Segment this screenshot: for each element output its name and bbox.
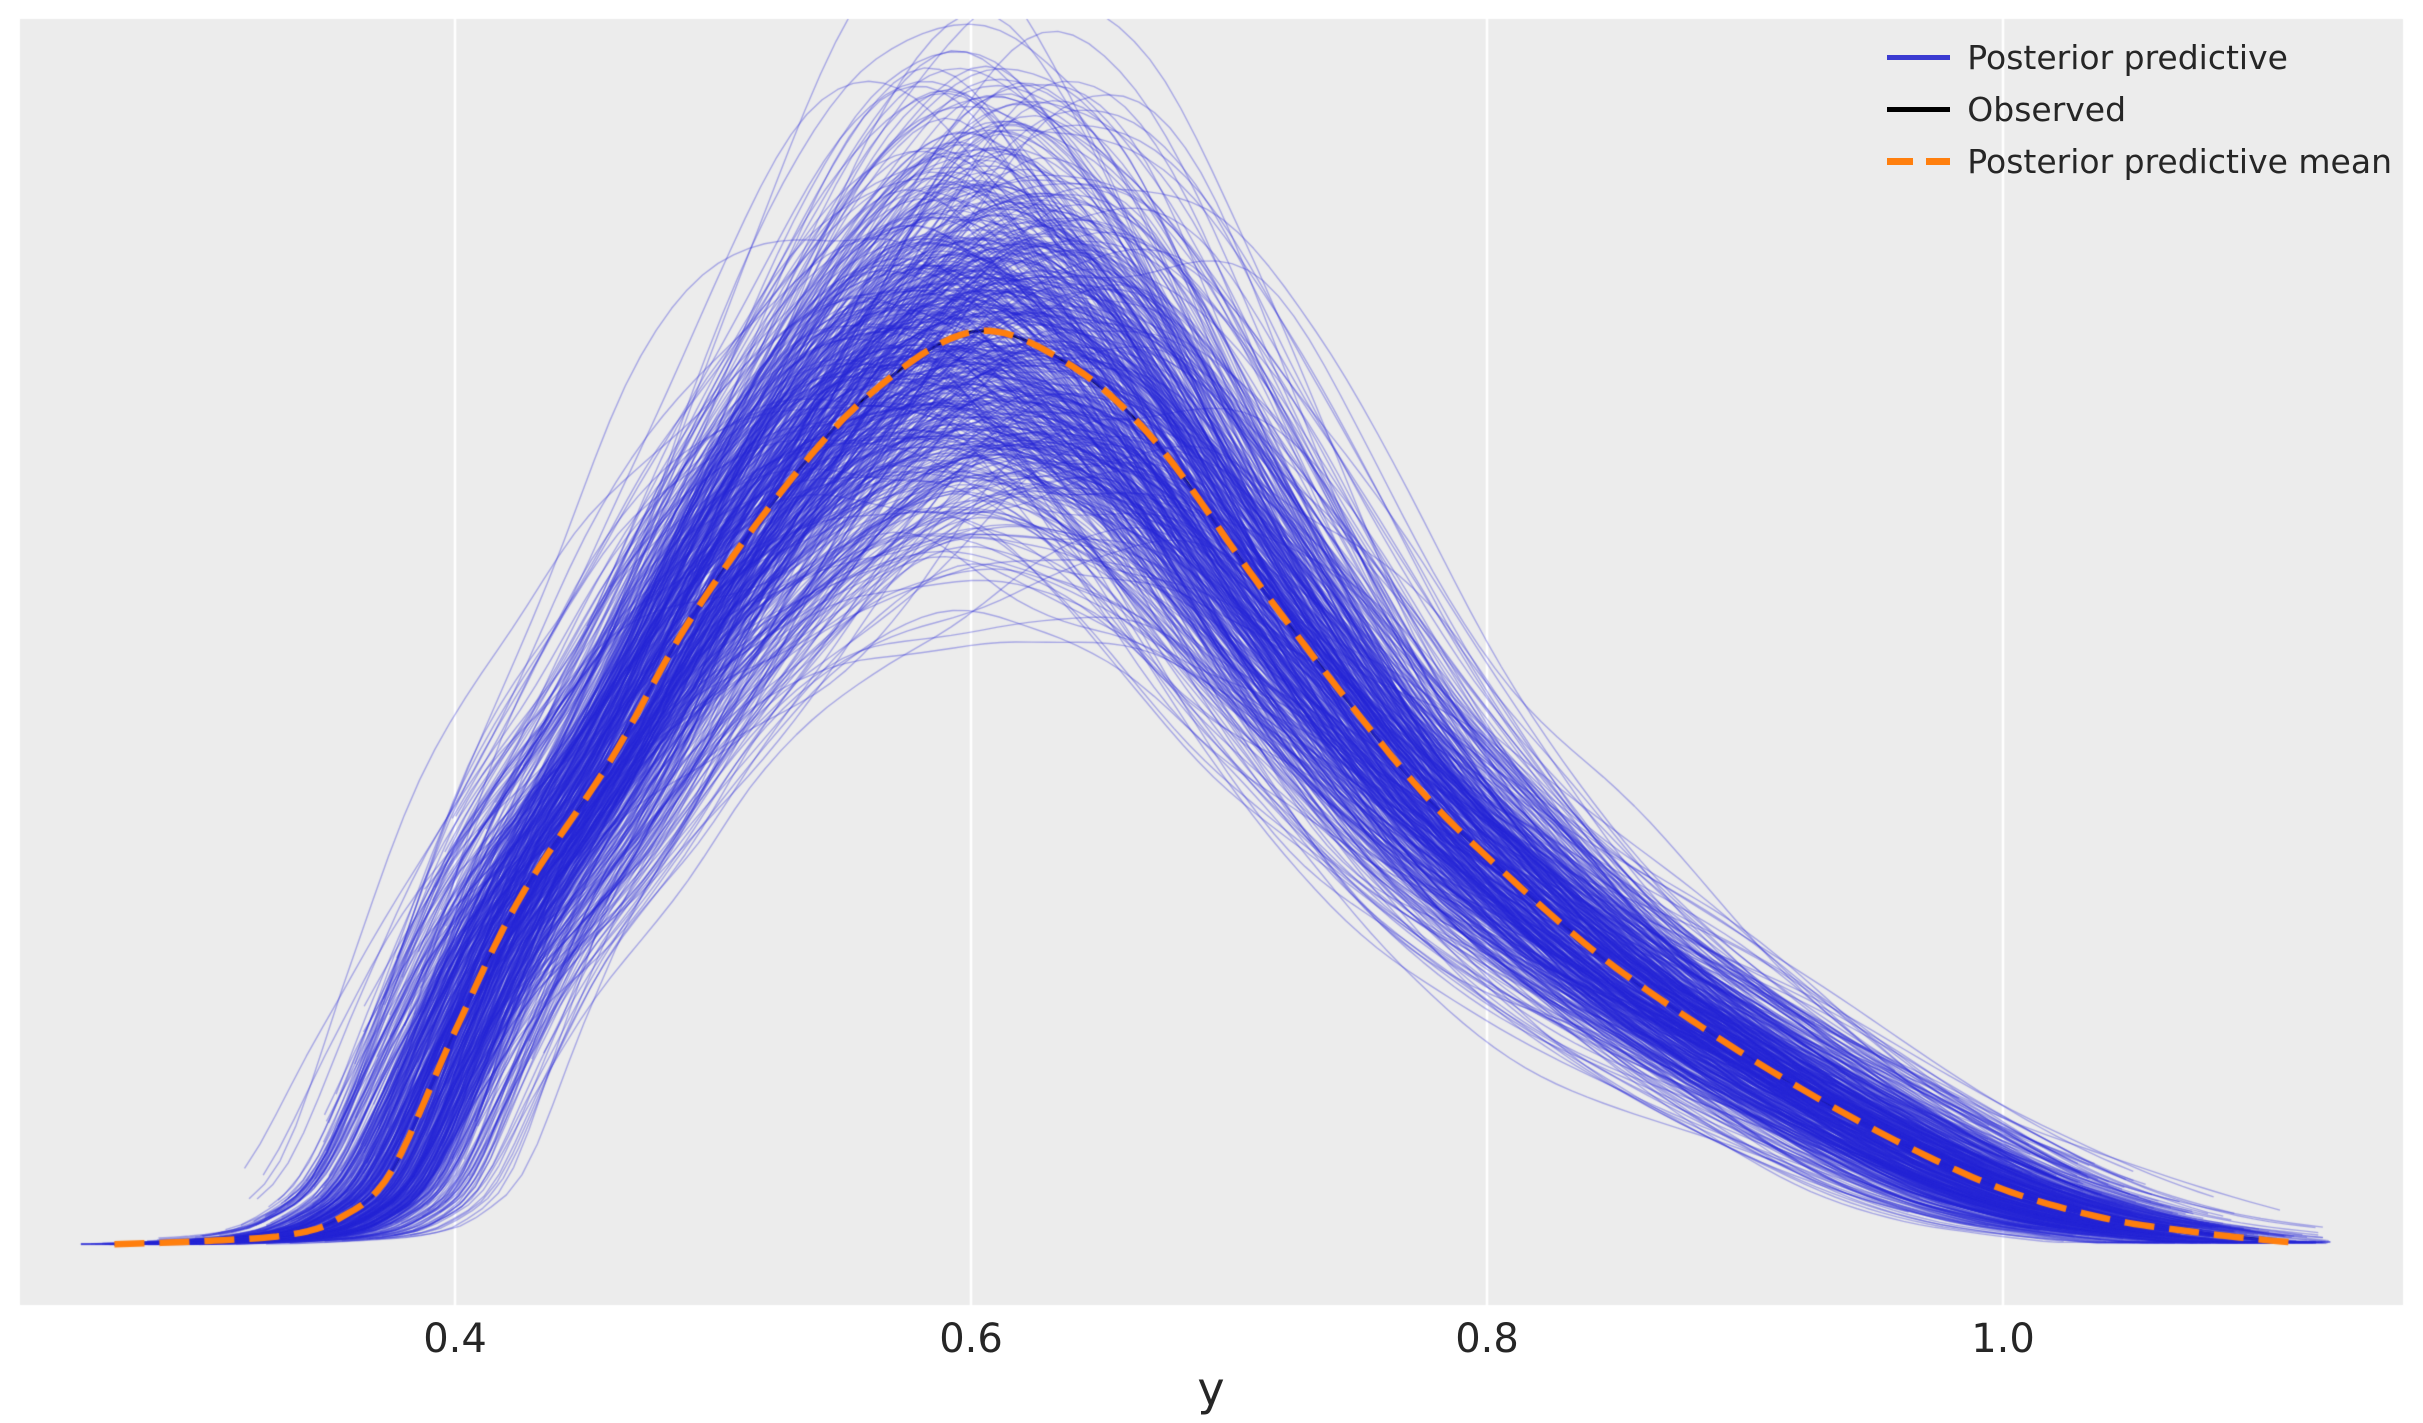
legend-item-posterior-predictive-mean: Posterior predictive mean bbox=[1887, 140, 2392, 183]
x-tick-0.8: 0.8 bbox=[1455, 1316, 1519, 1362]
posterior-predictive-mean-line-swatch bbox=[1887, 158, 1951, 165]
x-axis-label: y bbox=[1197, 1362, 1225, 1416]
legend-label: Posterior predictive bbox=[1967, 38, 2288, 77]
legend-item-posterior-predictive: Posterior predictive bbox=[1887, 36, 2288, 79]
posterior-predictive-line-swatch bbox=[1887, 55, 1951, 60]
observed-line-swatch bbox=[1887, 107, 1951, 112]
legend-label: Observed bbox=[1967, 90, 2127, 129]
legend-item-observed: Observed bbox=[1887, 88, 2126, 131]
x-tick-1.0: 1.0 bbox=[1971, 1316, 2035, 1362]
x-tick-0.6: 0.6 bbox=[939, 1316, 1003, 1362]
legend-label: Posterior predictive mean bbox=[1967, 142, 2392, 181]
legend: Posterior predictive Observed Posterior … bbox=[1887, 36, 2392, 183]
x-tick-0.4: 0.4 bbox=[423, 1316, 487, 1362]
